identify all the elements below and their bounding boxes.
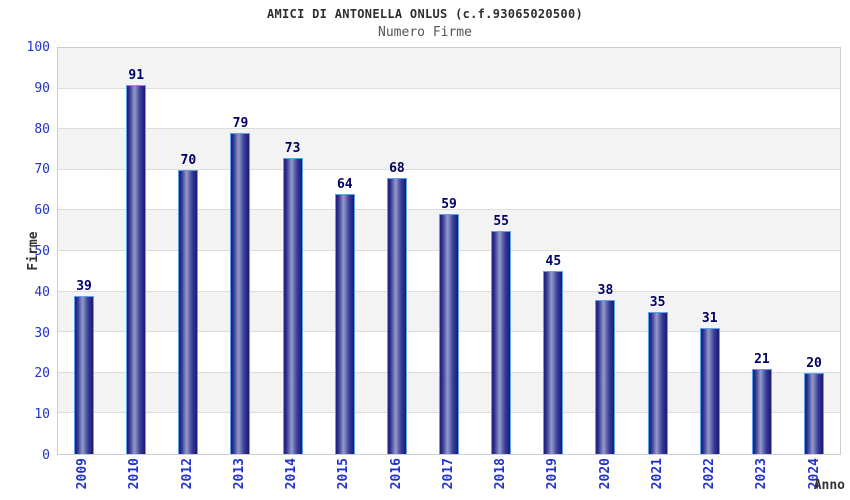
x-axis-tick-label: 2023	[754, 458, 770, 490]
y-axis-tick-label: 20	[34, 366, 50, 382]
bar-column: 59	[423, 48, 475, 454]
chart-subtitle: Numero Firme	[378, 25, 472, 40]
bar-column: 70	[162, 48, 214, 454]
x-axis-tick-cell: 2010	[109, 458, 161, 500]
grid-band	[58, 88, 840, 130]
bar	[178, 169, 199, 454]
bar	[439, 214, 460, 454]
x-axis-tick-cell: 2009	[57, 458, 109, 500]
bar-value-label: 21	[754, 351, 770, 367]
x-axis-tick-label: 2012	[179, 458, 195, 490]
x-axis-tick-cell: 2019	[527, 458, 579, 500]
bar-value-label: 55	[493, 213, 510, 229]
x-axis-tick-label: 2017	[440, 458, 456, 490]
x-axis-tick-labels: 2009 2010 2012 2013 2014 2015 2016 2017 2018 2019…	[57, 458, 841, 500]
bar-value-label: 20	[806, 355, 822, 371]
bar-column: 55	[475, 48, 527, 454]
bar-column: 45	[527, 48, 579, 454]
bar	[699, 328, 720, 454]
bar	[804, 372, 825, 454]
y-axis-tick-label: 0	[42, 448, 50, 463]
x-axis-tick-label: 2010	[127, 458, 143, 490]
x-axis-tick-label: 2019	[545, 458, 561, 490]
x-axis-tick-label: 2022	[702, 458, 718, 490]
bar-column: 20	[788, 48, 840, 454]
grid-band	[58, 129, 840, 170]
x-axis-tick-label: 2018	[493, 458, 509, 490]
bar-column: 35	[632, 48, 684, 454]
x-axis-tick-label: 2014	[284, 458, 300, 490]
bar	[595, 299, 616, 454]
bar	[74, 295, 95, 454]
bar	[282, 157, 303, 454]
x-axis-tick-cell: 2013	[214, 458, 266, 500]
bar	[751, 368, 772, 454]
x-axis-tick-cell: 2017	[423, 458, 475, 500]
x-axis-tick-cell: 2022	[684, 458, 736, 500]
y-axis-tick-label: 90	[34, 80, 50, 96]
plot-area: 39 91 70 79 73 64 68 59 55 45 38 35 31 21 20	[57, 47, 841, 455]
bar-value-label: 31	[701, 311, 718, 327]
y-axis-tick-label: 30	[34, 325, 50, 341]
y-axis-tick-label: 70	[34, 162, 50, 178]
x-axis-tick-label: 2021	[649, 458, 665, 490]
bar-value-label: 59	[441, 197, 457, 213]
bar-series: 39 91 70 79 73 64 68 59 55 45 38 35 31 21 20	[58, 48, 840, 454]
bar	[334, 194, 355, 454]
bar-column: 38	[579, 48, 631, 454]
x-axis-title: Anno	[813, 478, 845, 493]
bar-column: 31	[684, 48, 736, 454]
bar	[543, 271, 564, 454]
bar-value-label: 38	[597, 282, 614, 298]
y-axis-tick-label: 100	[26, 40, 50, 55]
x-axis-tick-cell: 2021	[632, 458, 684, 500]
x-axis-tick-label: 2016	[388, 458, 404, 490]
bar-value-label: 68	[389, 160, 405, 176]
bar	[491, 230, 512, 454]
bar-value-label: 39	[76, 278, 92, 294]
bar-column: 73	[267, 48, 319, 454]
x-axis-tick-cell: 2015	[318, 458, 370, 500]
x-axis-tick-cell: 2012	[162, 458, 214, 500]
x-axis-tick-cell: 2023	[736, 458, 788, 500]
bar	[386, 177, 407, 454]
bar	[126, 84, 147, 454]
x-axis-tick-label: 2009	[74, 458, 90, 490]
x-axis-tick-label: 2020	[597, 458, 613, 490]
bar-value-label: 45	[545, 254, 562, 270]
bar	[647, 311, 668, 454]
bar-column: 68	[371, 48, 423, 454]
bar-value-label: 64	[336, 177, 353, 193]
bar-value-label: 35	[649, 294, 666, 310]
bar-column: 64	[319, 48, 371, 454]
x-axis-tick-label: 2013	[231, 458, 247, 490]
y-axis-tick-label: 80	[34, 121, 50, 137]
grid-band	[58, 48, 840, 89]
bar-value-label: 79	[232, 116, 249, 132]
bar-column: 39	[58, 48, 110, 454]
y-axis-tick-label: 40	[34, 284, 50, 300]
x-axis-tick-cell: 2016	[371, 458, 423, 500]
bar-column: 79	[214, 48, 266, 454]
x-axis-tick-cell: 2014	[266, 458, 318, 500]
bar-value-label: 91	[128, 67, 145, 83]
y-axis-title: Firme	[26, 231, 42, 271]
x-axis-tick-label: 2015	[336, 458, 352, 490]
chart-title: AMICI DI ANTONELLA ONLUS (c.f.9306502050…	[266, 7, 584, 21]
y-axis-tick-label: 60	[34, 203, 50, 219]
x-axis-tick-cell: 2020	[580, 458, 632, 500]
bar-column: 21	[736, 48, 788, 454]
bar-column: 91	[110, 48, 162, 454]
y-axis-tick-label: 10	[34, 407, 50, 423]
y-axis-tick-label: 50	[34, 244, 50, 259]
x-axis-tick-cell: 2018	[475, 458, 527, 500]
bar-value-label: 70	[180, 152, 197, 168]
bar	[230, 133, 251, 454]
bar-value-label: 73	[284, 140, 301, 156]
